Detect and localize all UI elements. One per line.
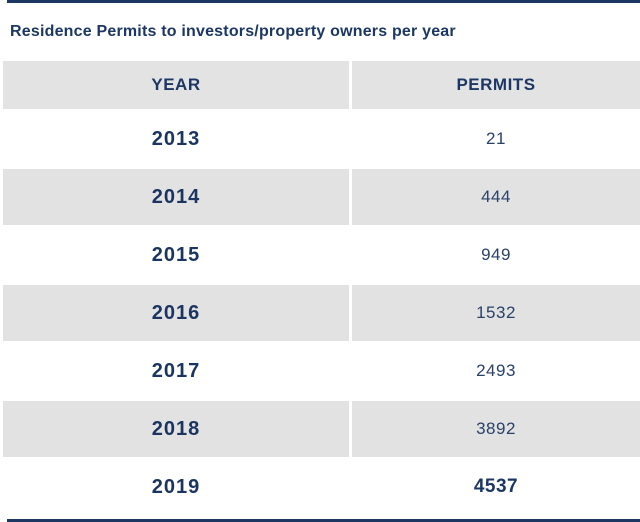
permits-cell: 21 bbox=[486, 129, 506, 148]
table-row: 2013 21 bbox=[3, 111, 640, 169]
permits-cell: 949 bbox=[481, 245, 511, 264]
permits-cell: 3892 bbox=[476, 419, 516, 438]
table-body: 2013 21 2014 444 2015 949 2016 1532 2017… bbox=[0, 111, 640, 517]
year-cell: 2016 bbox=[3, 285, 352, 341]
data-table: YEAR PERMITS 2013 21 2014 444 2015 949 2… bbox=[0, 61, 640, 517]
year-cell: 2017 bbox=[3, 343, 352, 399]
year-cell: 2019 bbox=[3, 459, 352, 515]
table-bottom-border bbox=[7, 519, 640, 522]
permits-cell: 2493 bbox=[476, 361, 516, 380]
year-cell: 2015 bbox=[3, 227, 352, 283]
table-row: 2018 3892 bbox=[3, 401, 640, 459]
permits-cell: 444 bbox=[481, 187, 511, 206]
table-row: 2019 4537 bbox=[3, 459, 640, 517]
year-cell: 2018 bbox=[3, 401, 352, 457]
table-title: Residence Permits to investors/property … bbox=[10, 23, 456, 40]
header-cell-year: YEAR bbox=[3, 61, 352, 109]
table-row: 2014 444 bbox=[3, 169, 640, 227]
table-top-border bbox=[7, 0, 640, 3]
permits-cell: 4537 bbox=[473, 476, 519, 497]
permits-cell: 1532 bbox=[476, 303, 516, 322]
table-row: 2015 949 bbox=[3, 227, 640, 285]
year-cell: 2014 bbox=[3, 169, 352, 225]
year-cell: 2013 bbox=[3, 111, 352, 167]
table-header-row: YEAR PERMITS bbox=[3, 61, 640, 111]
table-row: 2017 2493 bbox=[3, 343, 640, 401]
header-cell-permits: PERMITS bbox=[456, 75, 536, 94]
table-row: 2016 1532 bbox=[3, 285, 640, 343]
